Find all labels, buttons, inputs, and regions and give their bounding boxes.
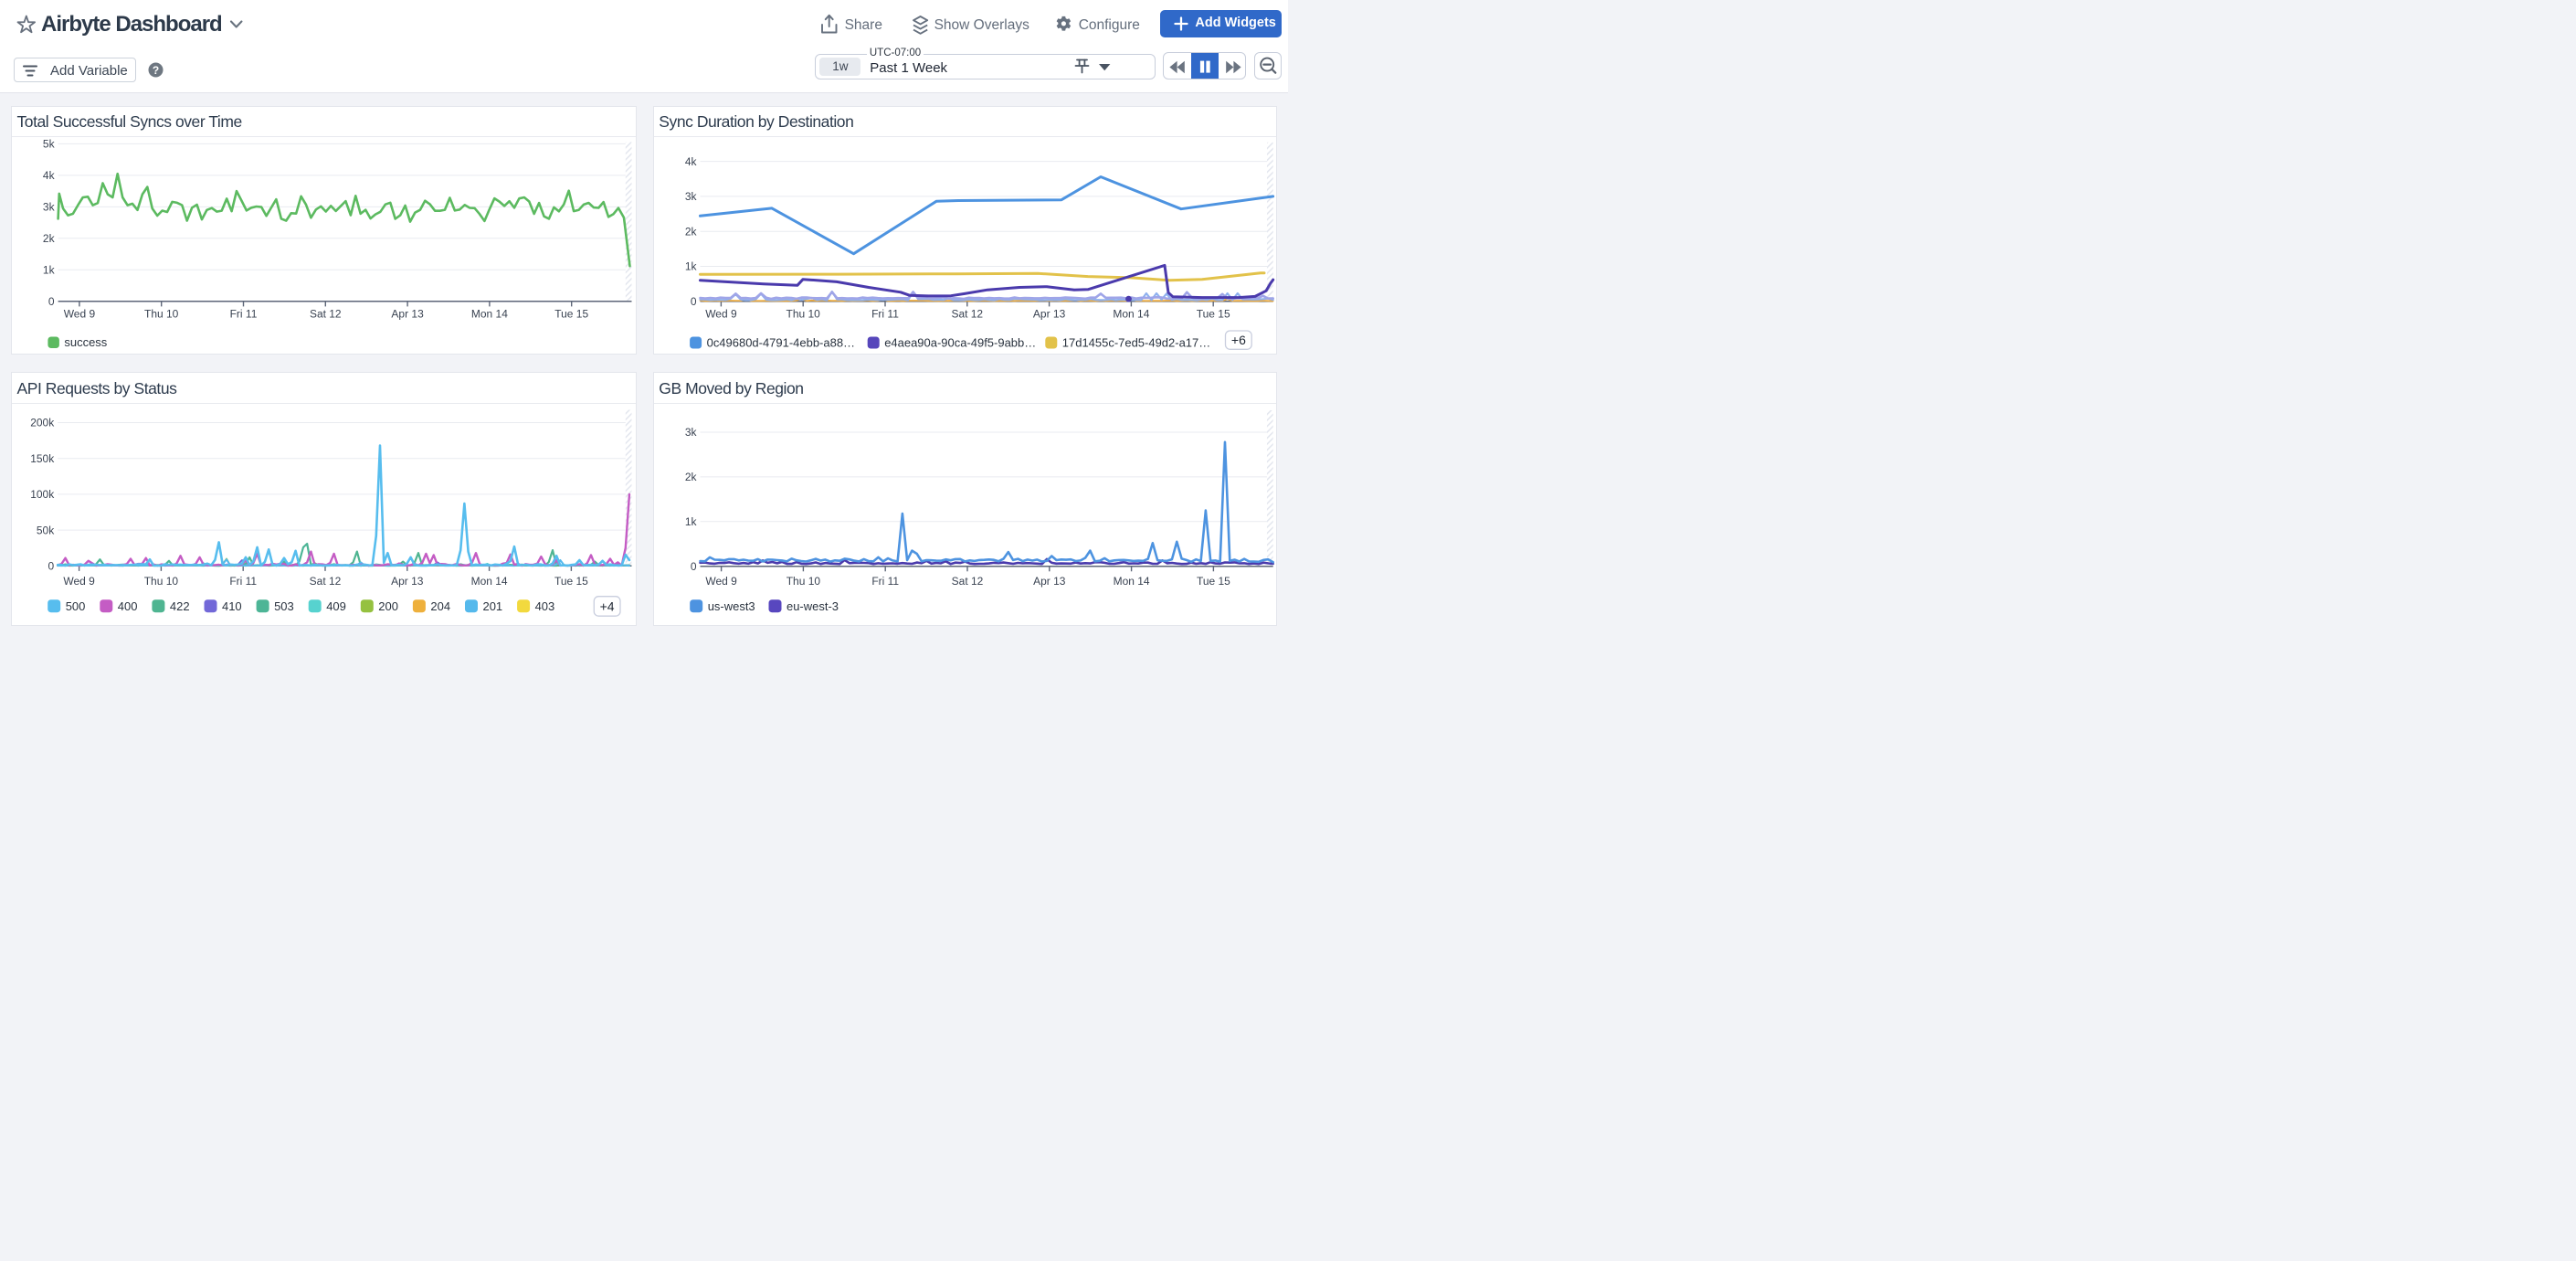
svg-text:Mon 14: Mon 14 [471, 575, 508, 588]
svg-text:0: 0 [48, 560, 55, 573]
svg-text:201: 201 [482, 599, 502, 613]
svg-text:Apr 13: Apr 13 [1033, 307, 1066, 320]
svg-text:Thu 10: Thu 10 [786, 307, 820, 320]
svg-text:3k: 3k [685, 190, 698, 203]
svg-text:5k: 5k [43, 137, 56, 150]
svg-text:200k: 200k [30, 417, 55, 429]
svg-text:2k: 2k [685, 225, 698, 238]
svg-text:Fri 11: Fri 11 [871, 307, 899, 320]
svg-text:Wed 9: Wed 9 [63, 575, 95, 588]
svg-text:Wed 9: Wed 9 [705, 575, 737, 588]
svg-text:0: 0 [691, 294, 697, 307]
svg-text:Mon 14: Mon 14 [471, 307, 508, 320]
svg-text:Apr 13: Apr 13 [391, 575, 424, 588]
svg-text:2k: 2k [685, 471, 698, 483]
svg-text:17d1455c-7ed5-49d2-a17…: 17d1455c-7ed5-49d2-a17… [1062, 335, 1210, 349]
svg-text:3k: 3k [685, 426, 698, 439]
svg-text:204: 204 [430, 599, 450, 613]
svg-text:Fri 11: Fri 11 [230, 307, 258, 320]
svg-text:Tue 15: Tue 15 [1197, 575, 1230, 588]
svg-text:Sat 12: Sat 12 [310, 307, 342, 320]
svg-text:Fri 11: Fri 11 [871, 575, 899, 588]
svg-text:1k: 1k [43, 263, 56, 276]
svg-text:Apr 13: Apr 13 [391, 307, 424, 320]
svg-text:Mon 14: Mon 14 [1113, 575, 1149, 588]
svg-text:+4: +4 [600, 599, 615, 614]
svg-text:4k: 4k [43, 169, 56, 182]
svg-text:Wed 9: Wed 9 [705, 307, 737, 320]
svg-text:Mon 14: Mon 14 [1113, 307, 1149, 320]
svg-text:Wed 9: Wed 9 [64, 307, 96, 320]
svg-text:0: 0 [48, 294, 55, 307]
svg-text:Thu 10: Thu 10 [144, 575, 179, 588]
svg-text:4k: 4k [685, 154, 698, 167]
svg-text:success: success [64, 334, 107, 348]
svg-text:500: 500 [66, 599, 86, 613]
svg-text:Tue 15: Tue 15 [554, 307, 588, 320]
svg-text:e4aea90a-90ca-49f5-9abb…: e4aea90a-90ca-49f5-9abb… [884, 335, 1036, 349]
svg-text:1k: 1k [685, 515, 698, 528]
svg-text:Sat 12: Sat 12 [951, 575, 983, 588]
svg-text:150k: 150k [30, 452, 55, 465]
svg-text:2k: 2k [43, 232, 56, 245]
svg-text:Sat 12: Sat 12 [310, 575, 342, 588]
svg-text:Thu 10: Thu 10 [144, 307, 179, 320]
svg-text:?: ? [153, 64, 159, 77]
svg-text:us-west3: us-west3 [708, 599, 755, 613]
svg-text:403: 403 [535, 599, 555, 613]
svg-text:Sat 12: Sat 12 [951, 307, 983, 320]
svg-text:50k: 50k [37, 525, 55, 537]
svg-text:200: 200 [378, 599, 398, 613]
svg-text:422: 422 [170, 599, 190, 613]
svg-text:1k: 1k [685, 260, 698, 272]
svg-text:eu-west-3: eu-west-3 [787, 599, 839, 613]
svg-text:410: 410 [222, 599, 242, 613]
svg-text:100k: 100k [30, 488, 55, 501]
svg-text:503: 503 [274, 599, 294, 613]
svg-text:Apr 13: Apr 13 [1033, 575, 1066, 588]
svg-text:Fri 11: Fri 11 [229, 575, 257, 588]
svg-text:Tue 15: Tue 15 [1197, 307, 1230, 320]
svg-text:0: 0 [691, 560, 697, 573]
svg-text:Thu 10: Thu 10 [787, 575, 821, 588]
svg-text:0c49680d-4791-4ebb-a88…: 0c49680d-4791-4ebb-a88… [706, 335, 854, 349]
svg-text:409: 409 [326, 599, 346, 613]
svg-text:3k: 3k [43, 200, 56, 213]
svg-text:+6: +6 [1231, 333, 1246, 347]
svg-text:400: 400 [118, 599, 138, 613]
svg-text:Tue 15: Tue 15 [554, 575, 588, 588]
